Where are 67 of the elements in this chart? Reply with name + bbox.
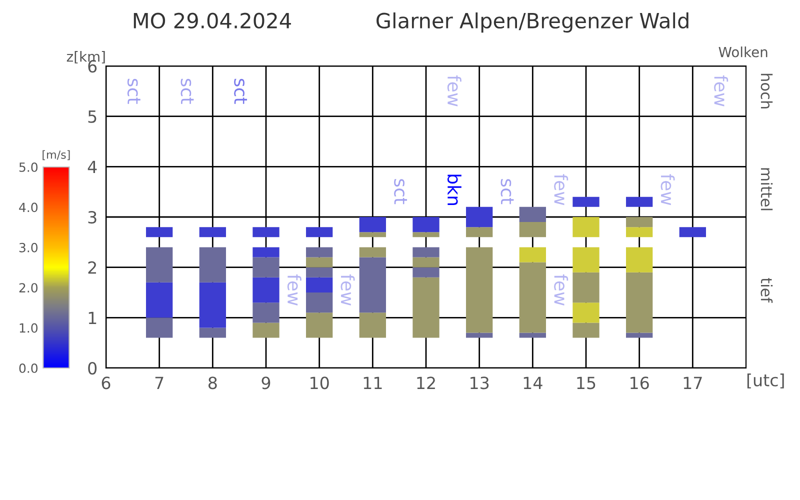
x-tick-label: 11 xyxy=(364,376,382,389)
bar xyxy=(252,302,280,323)
x-tick-label: 17 xyxy=(684,376,702,389)
color-bar-label: 4.0 xyxy=(19,202,38,212)
bar xyxy=(359,247,386,258)
annotation: bkn xyxy=(447,174,462,205)
bar xyxy=(306,257,333,268)
bar xyxy=(572,247,600,272)
y-tick-label: 2 xyxy=(88,261,96,274)
y-tick-label: 5 xyxy=(88,110,96,123)
x-tick-label: 6 xyxy=(102,376,110,390)
y-tick-label: 1 xyxy=(88,312,96,324)
annotation: sct xyxy=(127,78,140,104)
y-tick-label: 3 xyxy=(88,210,96,224)
annotation: few xyxy=(287,274,302,306)
text: tief xyxy=(760,278,773,303)
x-tick-label: 8 xyxy=(208,376,217,390)
annotation: few xyxy=(447,75,462,106)
x-tick-label: 9 xyxy=(262,376,270,390)
bar xyxy=(626,196,653,207)
bar xyxy=(519,247,546,262)
color-bar-title: [m/s] xyxy=(42,150,70,160)
x-tick-label: 15 xyxy=(577,376,596,390)
annotation: sct xyxy=(180,78,194,104)
annotation: few xyxy=(554,274,568,306)
chart-title: MO 29.04.2024 xyxy=(134,12,291,29)
bar xyxy=(572,196,600,207)
x-axis-title: [utc] xyxy=(747,374,784,388)
annotation: few xyxy=(714,75,728,106)
annotation: few xyxy=(340,274,355,306)
text: Wolken xyxy=(718,46,768,58)
annotation: sct xyxy=(500,179,514,204)
text: mittel xyxy=(760,168,773,210)
annotation: few xyxy=(660,174,675,206)
annotation: sct xyxy=(234,78,248,104)
bar xyxy=(626,227,653,238)
bar xyxy=(412,232,440,238)
color-bar-label: 5.0 xyxy=(19,162,38,172)
bar xyxy=(412,217,440,232)
bar xyxy=(412,257,440,268)
bar xyxy=(412,267,440,278)
x-tick-label: 16 xyxy=(630,376,649,390)
color-bar-label: 0.0 xyxy=(19,363,38,373)
x-tick-label: 14 xyxy=(524,376,542,389)
annotation: sct xyxy=(394,179,408,204)
bar xyxy=(626,247,653,272)
bar xyxy=(466,227,493,238)
bar xyxy=(572,302,600,323)
text: hoch xyxy=(760,74,773,108)
color-bar-label: 1.0 xyxy=(20,323,38,333)
color-bar-label: 3.0 xyxy=(19,242,38,252)
x-tick-label: 10 xyxy=(310,376,329,390)
bar xyxy=(306,292,333,313)
y-tick-label: 4 xyxy=(88,160,97,173)
color-bar-label: 2.0 xyxy=(19,283,38,293)
bar xyxy=(306,227,333,238)
bar xyxy=(626,217,653,228)
bar xyxy=(359,257,386,313)
x-tick-label: 12 xyxy=(417,376,435,389)
bar xyxy=(252,227,280,238)
chart-subtitle: Glarner Alpen/Bregenzer Wald xyxy=(376,12,688,33)
annotation: few xyxy=(554,174,568,206)
x-tick-label: 7 xyxy=(155,376,164,389)
x-tick-label: 13 xyxy=(470,376,489,390)
bar xyxy=(572,217,600,238)
y-tick-label: 0 xyxy=(88,362,97,375)
bar xyxy=(572,272,600,303)
